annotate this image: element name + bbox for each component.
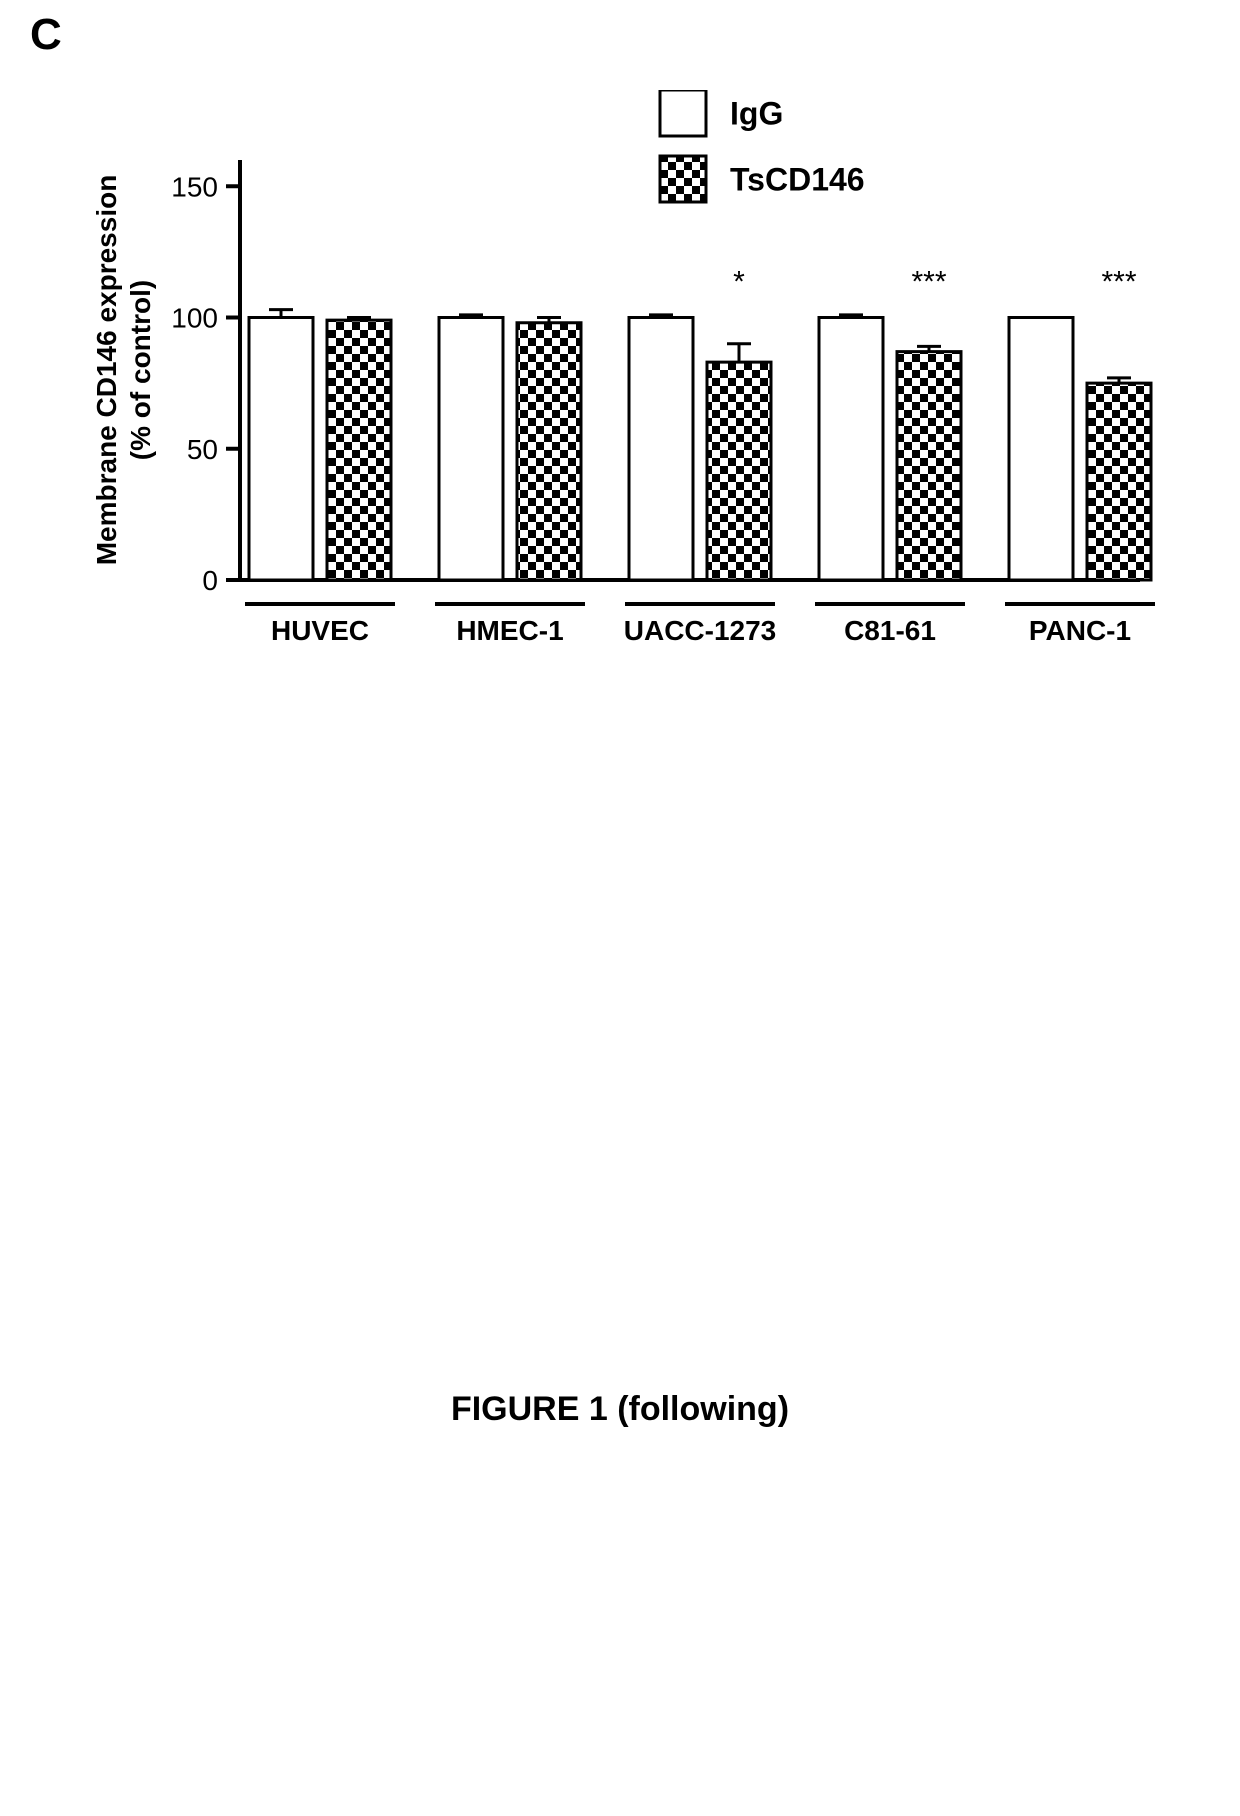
bar-tscd146 (897, 352, 961, 580)
bar-chart-svg: 0 50 100 150 Membrane CD146 expression(% of … (40, 90, 1190, 710)
bar-tscd146 (517, 323, 581, 580)
significance-marker: * (733, 265, 745, 298)
y-tick-label: 100 (171, 303, 218, 334)
bar-igg (439, 318, 503, 581)
bar-tscd146 (327, 320, 391, 580)
significance-marker: *** (1101, 265, 1136, 298)
y-axis-label: Membrane CD146 expression(% of control) (91, 175, 156, 566)
bar-tscd146 (707, 362, 771, 580)
category-label: C81-61 (844, 615, 936, 646)
y-tick-label: 0 (202, 565, 218, 596)
bar-chart: 0 50 100 150 Membrane CD146 expression(% of … (40, 90, 1190, 710)
figure-caption: FIGURE 1 (following) (0, 1390, 1240, 1429)
legend-label: TsCD146 (730, 162, 865, 198)
category-label: HMEC-1 (456, 615, 563, 646)
significance-marker: *** (911, 265, 946, 298)
category-label: PANC-1 (1029, 615, 1131, 646)
panel-letter: C (30, 10, 62, 60)
category-label: HUVEC (271, 615, 369, 646)
legend-label: IgG (730, 96, 783, 132)
svg-text:Membrane CD146 expression: Membrane CD146 expression (91, 175, 122, 566)
category-label: UACC-1273 (624, 615, 777, 646)
bar-igg (629, 318, 693, 581)
bar-tscd146 (1087, 383, 1151, 580)
y-tick-label: 50 (187, 434, 218, 465)
y-tick-label: 150 (171, 171, 218, 202)
svg-text:(% of control): (% of control) (125, 280, 156, 460)
legend-swatch (660, 90, 706, 136)
legend-swatch (660, 156, 706, 202)
bar-igg (249, 318, 313, 581)
bar-igg (1009, 318, 1073, 581)
bar-igg (819, 318, 883, 581)
legend: IgG TsCD146 (660, 90, 865, 202)
